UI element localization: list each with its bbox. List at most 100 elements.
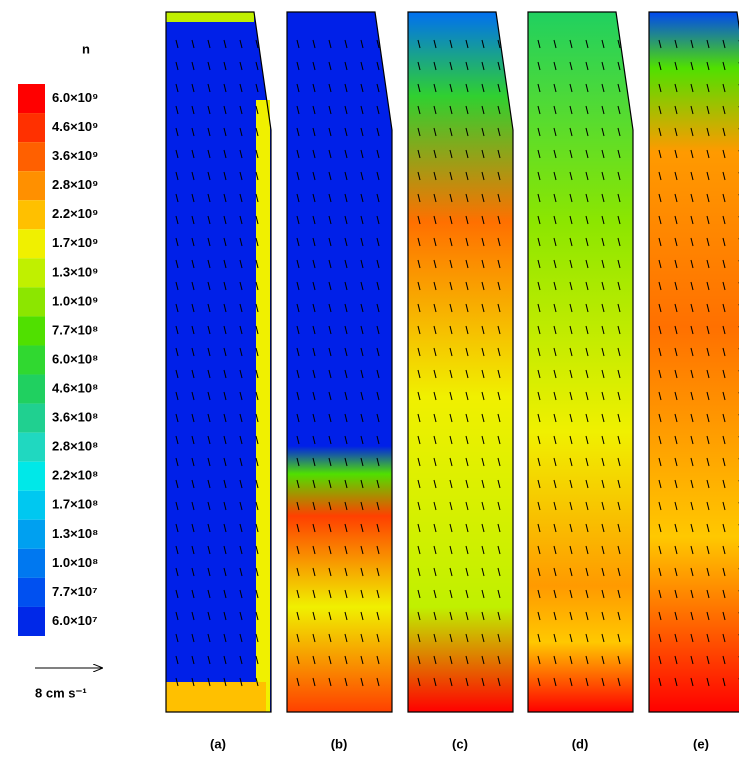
velocity-vector [449,677,453,687]
velocity-vector [690,193,694,203]
velocity-vector [312,655,316,665]
velocity-vector [360,39,364,49]
velocity-vector [223,677,227,687]
velocity-vector [465,567,469,577]
legend-label: 4.6×10⁹ [52,119,98,134]
velocity-vector [553,259,557,269]
velocity-vector [296,303,300,313]
panel-label: (a) [210,736,226,751]
velocity-vector [569,589,573,599]
velocity-vector [433,413,437,423]
velocity-vector [585,259,589,269]
velocity-vector [497,171,501,181]
velocity-vector [376,391,380,401]
velocity-vector [690,259,694,269]
velocity-vector [465,193,469,203]
velocity-vector [328,391,332,401]
velocity-vector [601,413,605,423]
velocity-vector [376,655,380,665]
velocity-vector [312,127,316,137]
velocity-vector [658,39,662,49]
velocity-vector [328,413,332,423]
velocity-vector [328,83,332,93]
velocity-vector [497,259,501,269]
velocity-vector [417,171,421,181]
velocity-vector [223,567,227,577]
velocity-vector [433,545,437,555]
velocity-vector [296,83,300,93]
velocity-vector [239,589,243,599]
velocity-vector [722,303,726,313]
velocity-vector [497,567,501,577]
velocity-vector [465,303,469,313]
velocity-vector [239,633,243,643]
panel-outline [286,11,393,713]
velocity-vector [328,39,332,49]
velocity-vector [191,61,195,71]
velocity-vector [617,237,621,247]
velocity-vector [296,677,300,687]
velocity-vector [537,677,541,687]
velocity-vector [674,281,678,291]
velocity-vector [328,369,332,379]
velocity-vector [617,567,621,577]
velocity-vector [191,611,195,621]
velocity-vector [312,149,316,159]
velocity-vector [690,413,694,423]
velocity-vector [360,347,364,357]
velocity-vector [223,259,227,269]
velocity-vector [537,259,541,269]
velocity-vector [417,479,421,489]
velocity-vector [481,589,485,599]
color-swatch [18,461,45,491]
velocity-vector [255,303,259,313]
velocity-vector [617,259,621,269]
velocity-vector [465,347,469,357]
velocity-vector [569,83,573,93]
velocity-vector [658,105,662,115]
velocity-vector [553,655,557,665]
legend-label: 2.2×10⁹ [52,206,98,221]
velocity-vector [449,633,453,643]
velocity-vector [481,281,485,291]
panel-outline [527,11,634,713]
velocity-vector [465,259,469,269]
velocity-vector [569,655,573,665]
velocity-vector [585,127,589,137]
velocity-vector [585,347,589,357]
color-swatch [18,287,45,317]
velocity-vector [722,149,726,159]
velocity-vector [360,589,364,599]
velocity-vector [239,281,243,291]
velocity-vector [617,369,621,379]
velocity-vector [376,677,380,687]
velocity-vector [175,391,179,401]
velocity-vector [601,655,605,665]
velocity-vector [191,391,195,401]
velocity-vector [449,589,453,599]
velocity-vector [207,545,211,555]
velocity-vector [674,259,678,269]
velocity-vector [376,369,380,379]
velocity-vector [569,501,573,511]
velocity-vector [706,61,710,71]
velocity-vector [497,391,501,401]
velocity-vector [175,457,179,467]
velocity-vector [207,215,211,225]
velocity-vector [449,83,453,93]
velocity-vector [690,39,694,49]
velocity-vector [223,435,227,445]
velocity-vector [376,171,380,181]
velocity-vector [585,215,589,225]
velocity-vector [465,479,469,489]
velocity-vector [175,347,179,357]
velocity-vector [207,633,211,643]
velocity-vector [537,479,541,489]
velocity-vector [674,435,678,445]
velocity-vector [223,633,227,643]
velocity-vector [585,303,589,313]
velocity-vector [433,567,437,577]
velocity-vector [344,413,348,423]
velocity-vector [601,83,605,93]
velocity-vector [191,193,195,203]
